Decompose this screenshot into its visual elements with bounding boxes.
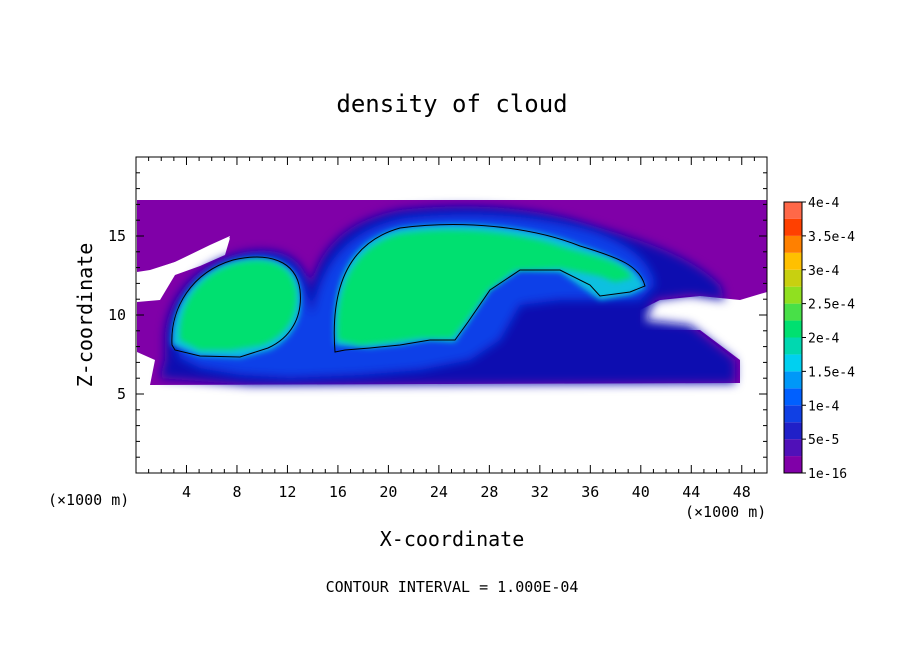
cloud-hole — [137, 238, 230, 302]
x-tick-label: 48 — [733, 483, 751, 501]
colorbar-label: 1e-4 — [808, 399, 839, 414]
x-axis-label: X-coordinate — [380, 527, 525, 551]
y-tick-label: 10 — [108, 306, 126, 324]
colorbar-segment — [784, 303, 802, 321]
colorbar-label: 2e-4 — [808, 332, 839, 347]
colorbar-label: 1.5e-4 — [808, 365, 855, 380]
x-axis-ticks: 4 8 12 16 20 24 28 32 36 40 44 48 — [148, 157, 755, 501]
contour-line-center — [333, 224, 646, 353]
x-tick-label: 16 — [329, 483, 347, 501]
x-unit-right: (×1000 m) — [685, 503, 766, 521]
x-tick-label: 20 — [379, 483, 397, 501]
x-tick-label: 36 — [581, 483, 599, 501]
contour-line-left — [171, 256, 301, 358]
y-axis-label: Z-coordinate — [73, 243, 97, 388]
chart-title: density of cloud — [336, 90, 567, 118]
cloud-core-left — [179, 261, 297, 350]
colorbar-label: 2.5e-4 — [808, 298, 855, 313]
x-tick-label: 32 — [531, 483, 549, 501]
colorbar-segment — [784, 320, 802, 338]
x-tick-label: 4 — [182, 483, 191, 501]
x-unit-left: (×1000 m) — [48, 491, 129, 509]
colorbar-segment — [784, 422, 802, 440]
colorbar-label: 5e-5 — [808, 433, 839, 448]
colorbar-segment — [784, 439, 802, 457]
contour-interval-note: CONTOUR INTERVAL = 1.000E-04 — [326, 578, 579, 596]
y-axis-ticks: 5 10 15 — [108, 172, 767, 458]
x-tick-label: 44 — [682, 483, 700, 501]
colorbar-segment — [784, 202, 802, 219]
colorbar-segment — [784, 218, 802, 236]
colorbar-segment — [784, 269, 802, 287]
x-tick-label: 12 — [278, 483, 296, 501]
colorbar-segment — [784, 388, 802, 406]
colorbar-segment — [784, 456, 802, 473]
colorbar-segment — [784, 354, 802, 372]
cloud-field — [137, 200, 767, 385]
x-tick-label: 24 — [430, 483, 448, 501]
colorbar-segment — [784, 337, 802, 355]
x-tick-label: 40 — [632, 483, 650, 501]
colorbar: 1e-16 5e-5 1e-4 1.5e-4 2e-4 2.5e-4 3e-4 3.5e-4 4… — [783, 196, 855, 482]
y-tick-label: 15 — [108, 227, 126, 245]
colorbar-segment — [784, 405, 802, 423]
colorbar-segment — [784, 371, 802, 389]
colorbar-label: 1e-16 — [808, 467, 847, 482]
cloud-core-center — [337, 230, 632, 345]
colorbar-segment — [784, 252, 802, 270]
colorbar-label: 3e-4 — [808, 264, 839, 279]
colorbar-label: 4e-4 — [808, 196, 839, 211]
x-tick-label: 8 — [232, 483, 241, 501]
colorbar-segment — [784, 286, 802, 304]
x-tick-label: 28 — [480, 483, 498, 501]
colorbar-label: 3.5e-4 — [808, 230, 855, 245]
y-tick-label: 5 — [117, 385, 126, 403]
colorbar-segment — [784, 235, 802, 253]
